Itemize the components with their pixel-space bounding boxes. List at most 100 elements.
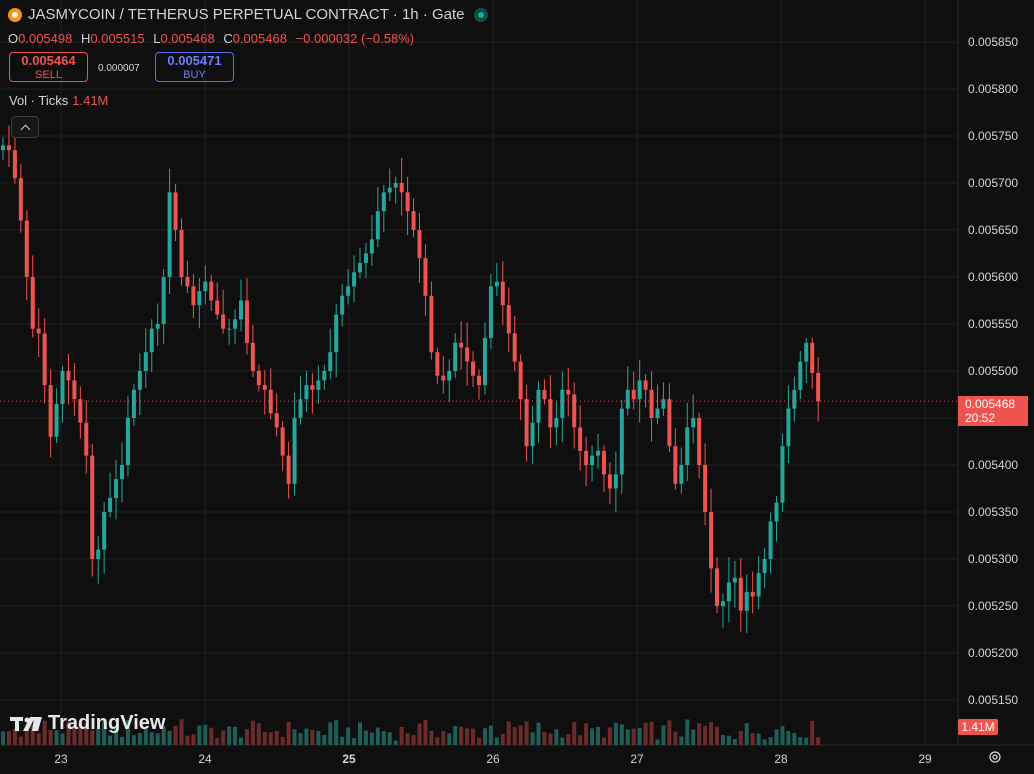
volume-bar	[780, 726, 785, 745]
candle-body	[90, 455, 95, 559]
volume-bar	[310, 729, 315, 745]
candle-body	[631, 389, 636, 400]
candle-body	[167, 192, 172, 277]
volume-bar	[227, 726, 232, 745]
candle-body	[161, 277, 166, 324]
y-tick-label: 0.005600	[968, 270, 1019, 284]
candle-body	[250, 342, 255, 371]
volume-bar	[744, 723, 749, 745]
volume-bar	[703, 725, 708, 745]
candle-body	[471, 361, 476, 376]
symbol-title[interactable]: JASMYCOIN / TETHERUS PERPETUAL CONTRACT …	[28, 6, 465, 23]
candle-body	[685, 427, 690, 465]
volume-bar	[125, 720, 130, 745]
volume-bar	[173, 725, 178, 745]
volume-bar	[774, 729, 779, 745]
volume-bar	[762, 739, 767, 745]
volume-bar	[114, 725, 119, 745]
candle-body	[233, 319, 238, 329]
volume-bar	[304, 728, 309, 745]
live-dot-icon	[474, 7, 489, 22]
volume-bar	[441, 730, 446, 745]
volume-bar	[524, 721, 529, 745]
volume-bar	[149, 732, 154, 745]
candle-body	[268, 389, 273, 414]
volume-bar	[750, 733, 755, 745]
candle-body	[286, 455, 291, 484]
candle-body	[375, 211, 380, 240]
volume-bar	[256, 723, 261, 745]
volume-bar	[673, 731, 678, 745]
volume-bar	[167, 730, 172, 745]
candle-body	[387, 187, 392, 193]
volume-bar	[786, 730, 791, 745]
candle-body	[518, 361, 523, 400]
volume-bar	[375, 727, 380, 745]
candle-body	[417, 230, 422, 259]
candle-body	[173, 192, 178, 230]
candle-body	[48, 385, 53, 437]
candle-body	[607, 474, 612, 489]
volume-bar	[209, 727, 214, 745]
volume-bar	[756, 733, 761, 745]
candle-body	[30, 277, 35, 329]
low-key: L	[153, 31, 161, 46]
volume-bar	[417, 723, 422, 745]
candle-body	[512, 333, 517, 362]
chevron-up-icon[interactable]	[11, 116, 39, 138]
volume-bar	[84, 722, 89, 745]
candle-body	[744, 591, 749, 611]
volume-bar	[66, 722, 71, 745]
volume-bar	[72, 726, 77, 745]
volume-bar	[90, 730, 95, 745]
volume-bar	[512, 727, 517, 745]
y-tick-label: 0.005750	[968, 129, 1019, 143]
candle-body	[131, 389, 136, 418]
volume-bar	[262, 731, 267, 745]
x-tick-label: 23	[54, 752, 68, 766]
candle-body	[340, 295, 345, 315]
volume-bar	[334, 720, 339, 745]
volume-bar	[661, 725, 666, 745]
candle-body	[780, 446, 785, 503]
symbol-header[interactable]: JASMYCOIN / TETHERUS PERPETUAL CONTRACT …	[8, 6, 489, 23]
volume-legend[interactable]: Vol · Ticks 1.41M	[9, 93, 108, 108]
candle-body	[738, 577, 743, 611]
tradingview-logo[interactable]: TradingView	[10, 712, 165, 735]
candle-body	[477, 375, 481, 386]
sell-button[interactable]: 0.005464 SELL	[9, 52, 88, 82]
coin-icon	[8, 7, 22, 22]
volume-bar	[197, 725, 202, 745]
volume-bar	[578, 735, 583, 745]
y-tick-label: 0.005400	[968, 458, 1019, 472]
volume-bar	[48, 729, 53, 745]
candle-body	[256, 371, 261, 386]
candle-body	[244, 300, 249, 343]
buy-price: 0.005471	[167, 53, 222, 68]
volume-bar	[1, 731, 5, 745]
volume-bar	[244, 729, 249, 745]
candle-body	[715, 568, 719, 606]
candle-body	[310, 385, 315, 390]
candle-body	[36, 328, 41, 334]
candle-body	[369, 239, 374, 254]
volume-bar	[185, 735, 190, 745]
volume-bar	[601, 737, 606, 745]
candle-body	[179, 230, 184, 277]
candle-body	[643, 380, 648, 390]
candle-body	[66, 371, 71, 381]
candle-body	[18, 178, 23, 221]
volume-bar	[810, 720, 815, 745]
gear-icon[interactable]	[988, 750, 1002, 764]
volume-bar	[435, 737, 440, 745]
buy-button[interactable]: 0.005471 BUY	[155, 52, 234, 82]
candle-body	[6, 145, 11, 151]
volume-bar	[477, 737, 481, 745]
candle-body	[584, 450, 589, 465]
volume-bar	[405, 733, 410, 745]
candle-body	[530, 422, 535, 447]
volume-bar	[798, 737, 803, 745]
candle-body	[137, 371, 142, 390]
candle-body	[221, 314, 226, 329]
